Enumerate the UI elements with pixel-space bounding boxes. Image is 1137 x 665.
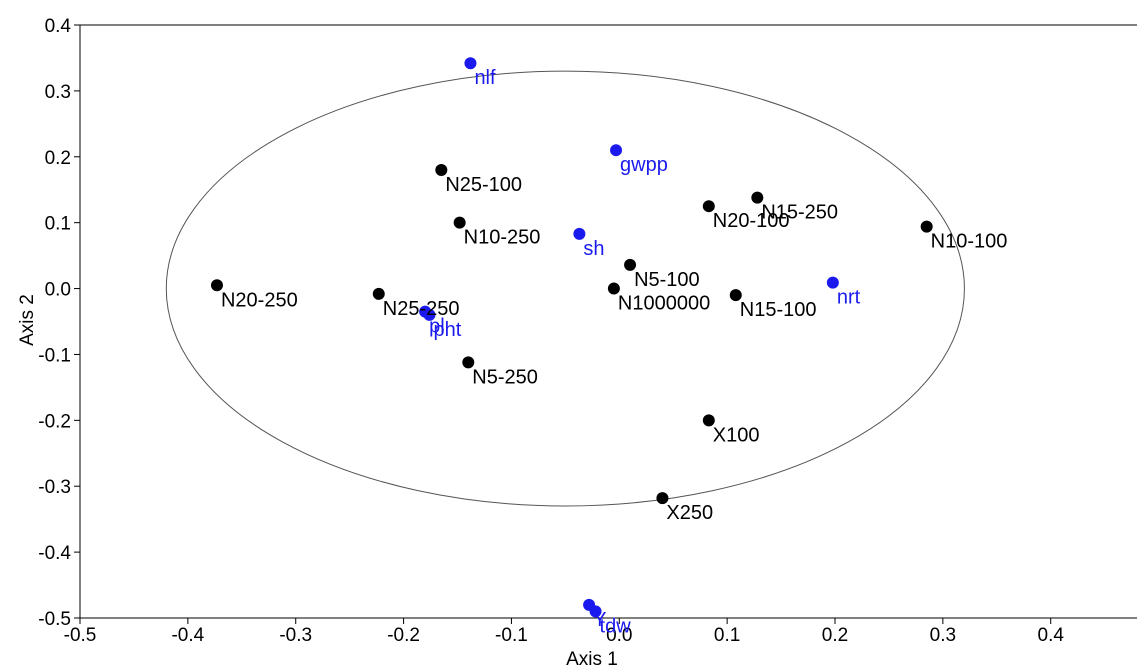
data-point [702,200,715,213]
data-point [920,220,933,233]
y-tick-label: 0.4 [45,16,72,37]
y-tick-label: -0.1 [38,345,71,366]
data-point [624,258,637,271]
data-point [423,308,436,321]
x-tick-label: -0.5 [64,625,97,646]
data-point [607,282,620,295]
y-tick-label: -0.5 [38,609,71,630]
point-label: N20-100 [713,210,790,232]
point-label: N20-250 [221,289,298,311]
point-label: nrt [837,287,861,309]
confidence-ellipse [165,70,965,507]
points-layer [210,57,933,618]
x-tick-label: -0.3 [279,625,312,646]
x-tick-label: 0.1 [714,625,740,646]
point-label: N5-250 [472,366,538,388]
point-label: N1000000 [618,293,710,315]
point-label: N15-250 [761,202,838,224]
x-tick-label: -0.2 [387,625,420,646]
x-tick-label: 0.0 [606,625,632,646]
point-label: pl [429,316,445,338]
point-label: tdw [600,615,632,637]
point-label: nlf [474,67,496,89]
data-point [372,287,385,300]
x-axis-label: Axis 1 [566,649,618,665]
data-point [751,191,764,204]
data-point [462,356,475,369]
data-point [464,57,477,70]
point-label: N5-100 [634,269,700,291]
y-tick-label: 0.2 [45,148,71,169]
point-label: N25-100 [445,174,522,196]
y-tick-label: 0.1 [45,214,71,235]
y-tick-label: 0.0 [45,280,71,301]
y-axis-label: Axis 2 [17,294,38,346]
ellipse-layer [165,70,965,507]
x-tick-label: 0.4 [1038,625,1065,646]
x-tick-label: -0.4 [171,625,204,646]
data-point [826,276,839,289]
axes-layer: -0.5 -0.4 -0.3 -0.2 -0.1 0.0 0.1 0.2 0.3 0.4 0.4 0.… [38,16,1137,646]
x-tick-label: 0.3 [930,625,956,646]
data-point [702,414,715,427]
y-tick-label: -0.2 [38,411,71,432]
point-label: gwpp [620,154,668,176]
x-tick-label: 0.2 [822,625,848,646]
data-point [573,227,586,240]
point-label: Y [593,609,606,631]
point-label: X100 [713,424,760,446]
point-label: pht [433,319,461,341]
data-point [453,216,466,229]
data-point [610,144,623,157]
data-point [729,289,742,302]
data-point [589,605,602,618]
point-label: N10-100 [931,231,1008,253]
point-label: N15-100 [740,299,817,321]
y-tick-label: 0.3 [45,82,71,103]
point-label: X250 [666,502,713,524]
x-tick-label: -0.1 [495,625,528,646]
point-label: sh [583,238,604,260]
point-label: N10-250 [464,227,541,249]
point-label: N25-250 [383,298,460,320]
y-tick-label: -0.4 [38,543,71,564]
y-tick-label: -0.3 [38,477,71,498]
data-point [435,163,448,176]
data-point [656,492,669,505]
data-point [210,279,223,292]
